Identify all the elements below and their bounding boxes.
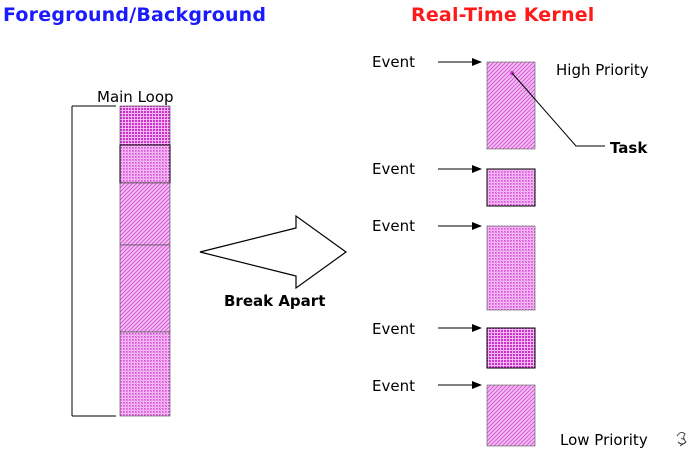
event-label-3: Event — [372, 217, 415, 235]
task-block-1 — [486, 61, 536, 150]
foreground-background-title: Foreground/Background — [3, 4, 267, 26]
task-block-3 — [486, 225, 536, 311]
real-time-kernel-title: Real-Time Kernel — [411, 4, 595, 26]
main-loop-bracket — [71, 105, 116, 417]
event-label-4: Event — [372, 320, 415, 338]
event-label-2: Event — [372, 160, 415, 178]
event-label-1: Event — [372, 53, 415, 71]
event-label-5: Event — [372, 377, 415, 395]
task-label: Task — [610, 139, 648, 157]
task-block-4 — [486, 327, 536, 369]
loop-block-1 — [119, 105, 171, 146]
task-block-2 — [486, 168, 536, 207]
high-priority-label: High Priority — [556, 61, 649, 79]
signature-glyph — [676, 431, 687, 447]
loop-block-5 — [119, 331, 171, 417]
event-arrows — [438, 58, 482, 389]
main-loop-label: Main Loop — [97, 88, 174, 106]
break-apart-arrow — [199, 214, 348, 290]
low-priority-label: Low Priority — [560, 431, 648, 449]
loop-block-4 — [119, 244, 171, 333]
loop-block-3 — [119, 182, 171, 246]
main-loop-stack — [119, 105, 171, 417]
loop-block-2 — [119, 144, 171, 184]
task-blocks — [486, 61, 536, 447]
task-block-5 — [486, 384, 536, 447]
task-pointer — [510, 71, 605, 147]
break-apart-label: Break Apart — [224, 292, 326, 310]
